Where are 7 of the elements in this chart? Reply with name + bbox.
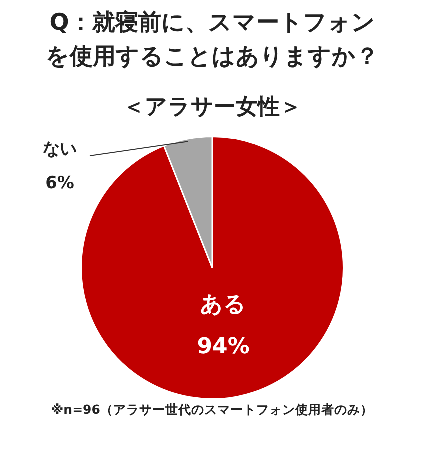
chart-subtitle: ＜アラサー女性＞: [122, 94, 303, 122]
slice-label: ある: [200, 292, 247, 318]
text: ※n=96（アラサー世代のスマートフォン使用者のみ）: [50, 402, 374, 419]
data-label: 94%: [197, 334, 250, 360]
slice-label: ない: [43, 139, 77, 160]
chart-title: Q：就寝前に、スマートフォンを使用することはありますか？: [45, 9, 380, 72]
data-label: 6%: [46, 173, 74, 194]
